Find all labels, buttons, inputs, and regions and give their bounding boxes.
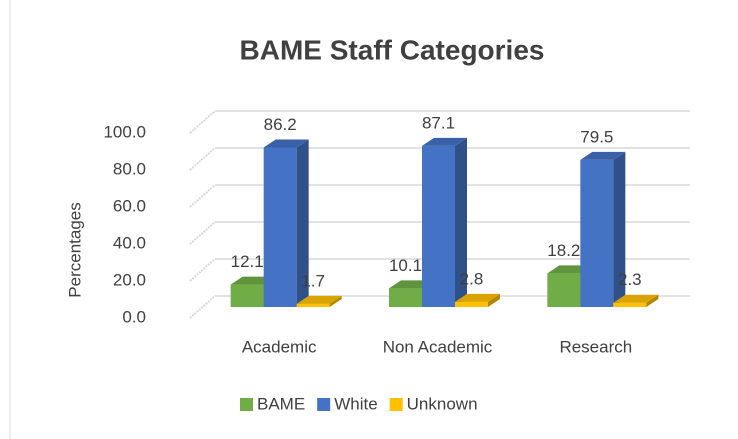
data-label: 86.2 bbox=[264, 115, 297, 134]
bar-front bbox=[455, 301, 488, 307]
grid-depth bbox=[189, 184, 216, 208]
data-label: 2.8 bbox=[460, 269, 484, 288]
y-tick-label: 0.0 bbox=[122, 307, 146, 326]
bar bbox=[296, 295, 342, 307]
bar bbox=[580, 151, 626, 307]
bar-front bbox=[613, 302, 647, 307]
y-tick-label: 60.0 bbox=[113, 196, 146, 215]
x-tick-label: Non Academic bbox=[383, 337, 493, 356]
bar-front bbox=[263, 147, 297, 307]
data-label: 10.1 bbox=[389, 256, 422, 275]
bar-side bbox=[613, 151, 626, 307]
legend-label: White bbox=[334, 394, 377, 413]
x-tick-label: Academic bbox=[242, 337, 317, 356]
bar bbox=[455, 293, 500, 307]
grid-depth bbox=[189, 258, 216, 282]
bar-front bbox=[580, 159, 614, 307]
bar-front bbox=[230, 284, 264, 307]
legend-label: Unknown bbox=[407, 394, 478, 413]
legend-swatch bbox=[240, 398, 253, 411]
bar-front bbox=[422, 145, 455, 307]
bar-top bbox=[613, 294, 659, 303]
grid-depth bbox=[189, 110, 216, 134]
data-label: 79.5 bbox=[580, 127, 613, 146]
data-label: 2.3 bbox=[618, 270, 642, 289]
bar-side bbox=[455, 137, 467, 307]
bar-top bbox=[296, 295, 342, 304]
grid-depth bbox=[189, 147, 216, 171]
bar-side bbox=[329, 295, 342, 307]
chart-frame bbox=[9, 0, 738, 439]
bar-front bbox=[296, 303, 330, 307]
y-tick-label: 20.0 bbox=[113, 270, 146, 289]
data-label: 87.1 bbox=[422, 113, 455, 132]
legend-label: BAME bbox=[257, 394, 305, 413]
bar-front bbox=[547, 273, 581, 307]
y-axis-label: Percentages bbox=[65, 202, 84, 297]
bar bbox=[422, 137, 467, 307]
x-tick-label: Research bbox=[559, 337, 632, 356]
legend-swatch bbox=[317, 398, 331, 411]
bar bbox=[263, 139, 309, 307]
grid-depth bbox=[189, 295, 216, 319]
bar-top bbox=[580, 151, 626, 160]
bar-side bbox=[646, 294, 659, 307]
bar-top bbox=[455, 293, 500, 302]
chart-title: BAME Staff Categories bbox=[240, 34, 545, 65]
bar-top bbox=[263, 139, 309, 148]
legend-swatch bbox=[389, 398, 403, 411]
bar-front bbox=[389, 288, 422, 307]
grid-depth bbox=[189, 221, 216, 245]
data-label: 1.7 bbox=[301, 271, 325, 290]
bar-top bbox=[422, 137, 467, 146]
y-tick-label: 80.0 bbox=[113, 159, 146, 178]
data-label: 18.2 bbox=[547, 241, 580, 260]
bar-side bbox=[296, 139, 309, 307]
data-label: 12.1 bbox=[231, 252, 264, 271]
y-tick-label: 100.0 bbox=[103, 122, 146, 141]
y-tick-label: 40.0 bbox=[113, 233, 146, 252]
bar bbox=[613, 294, 659, 307]
bar-side bbox=[488, 293, 500, 307]
